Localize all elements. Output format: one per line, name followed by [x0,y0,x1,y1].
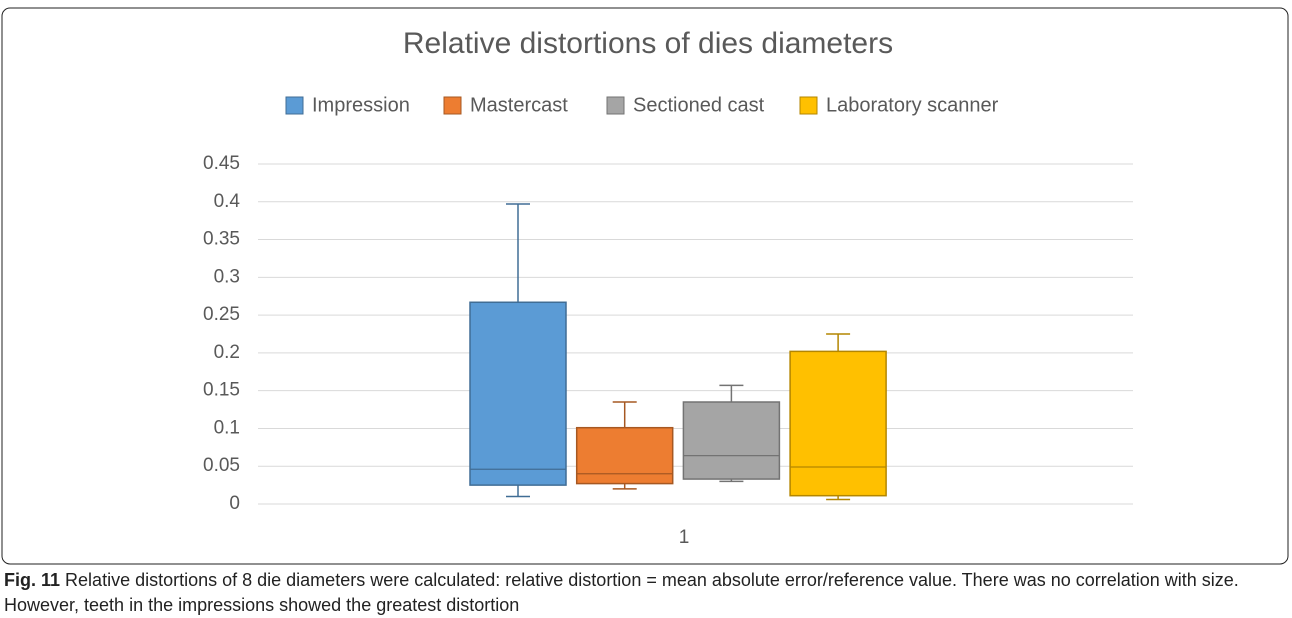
legend-swatch [443,96,462,115]
chart-frame [1,7,1289,565]
legend-label: Laboratory scanner [826,94,999,116]
y-tick-label: 0.45 [203,153,240,174]
legend-label: Sectioned cast [633,94,765,116]
legend-label: Mastercast [470,94,568,116]
box [575,426,674,485]
y-tick-label: 0.4 [214,191,241,212]
legend-swatch [799,96,818,115]
x-tick-label: 1 [679,527,690,548]
chart: Relative distortions of dies diameters 0… [1,7,1289,565]
caption-text: Relative distortions of 8 die diameters … [4,570,1239,615]
y-tick-label: 0.2 [214,342,240,363]
caption-label: Fig. 11 [4,570,61,590]
caption: Fig. 11 Relative distortions of 8 die di… [4,568,1288,618]
legend-swatch [285,96,304,115]
box [682,401,781,480]
box [789,350,887,497]
y-tick-label: 0.35 [203,229,240,250]
y-tick-label: 0.05 [203,455,240,476]
legend-swatch [606,96,625,115]
y-tick-label: 0.3 [214,266,240,287]
y-tick-label: 0.25 [203,304,240,325]
y-tick-label: 0.15 [203,380,240,401]
chart-title: Relative distortions of dies diameters [403,27,893,60]
legend-label: Impression [312,94,410,116]
y-tick-label: 0.1 [214,417,240,438]
y-tick-label: 0 [229,493,240,514]
box [469,301,567,486]
